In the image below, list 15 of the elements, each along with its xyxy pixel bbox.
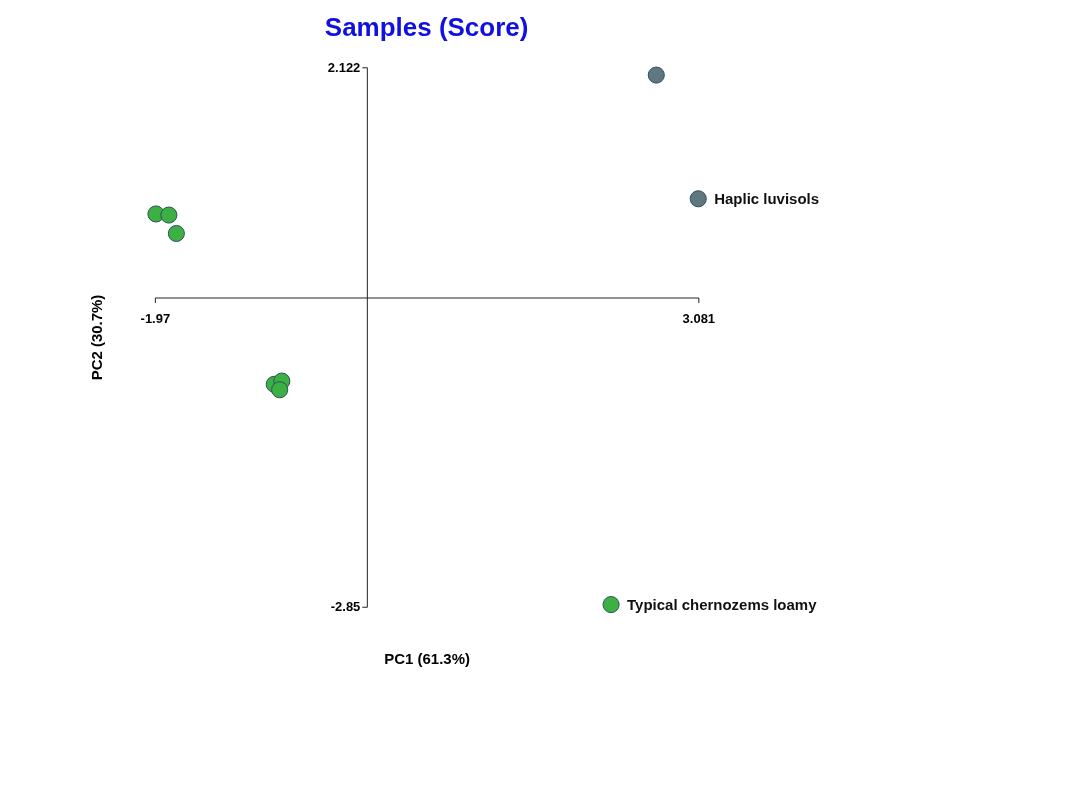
point (602, 596, 620, 614)
y-tick-label: -2.85 (330, 599, 361, 615)
chart-title: Samples (Score) (324, 12, 529, 43)
x-tick-label: -1.97 (140, 310, 171, 326)
x-tick-label: 3.081 (682, 310, 716, 326)
point (647, 66, 665, 84)
point (689, 190, 707, 208)
point (271, 381, 289, 399)
point (167, 224, 185, 243)
y-tick-label: 2.122 (327, 59, 361, 75)
series-label: Typical chernozems loamy (627, 595, 818, 613)
y-axis-title: PC2 (30.7%) (88, 294, 106, 381)
x-axis-title: PC1 (61.3%) (384, 650, 470, 668)
series-label: Haplic luvisols (714, 189, 820, 207)
point (160, 206, 178, 224)
